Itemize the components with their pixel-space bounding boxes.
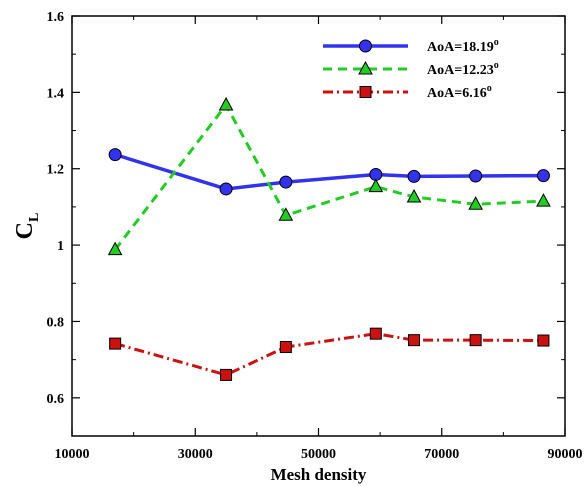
data-point-square xyxy=(109,337,122,350)
data-point-circle xyxy=(219,182,233,196)
axis-tick-labels: 10000 30000 50000 70000 90000 0.6 0.8 1 1.2 1.4 1.… xyxy=(47,10,583,462)
legend-marker-circle xyxy=(359,39,372,53)
series-2 xyxy=(107,96,551,256)
y-axis-title-main: C xyxy=(12,222,38,239)
plot-frame xyxy=(71,15,566,437)
y-axis-title: CL xyxy=(12,213,42,240)
legend-label-superscript: o xyxy=(494,60,499,71)
legend-label: AoA=6.16o xyxy=(427,83,492,101)
legend-label: AoA=12.23o xyxy=(427,60,499,78)
legend-label: AoA=18.19o xyxy=(427,37,499,55)
x-tick-label: 50000 xyxy=(301,447,336,462)
data-point-circle xyxy=(108,148,122,162)
series-1 xyxy=(108,148,550,196)
legend-item: AoA=18.19o xyxy=(323,37,499,55)
legend-item: AoA=12.23o xyxy=(323,60,499,78)
y-tick-label: 1.4 xyxy=(47,86,65,101)
series-3 xyxy=(109,327,550,381)
x-tick-label: 70000 xyxy=(424,447,459,462)
y-tick-label: 1.6 xyxy=(47,10,65,25)
series-layer xyxy=(107,96,551,381)
legend-marker-triangle xyxy=(358,60,373,75)
legend-label-text: AoA=18.19 xyxy=(427,40,494,55)
data-point-circle xyxy=(407,169,421,183)
y-tick-label: 0.8 xyxy=(47,315,65,330)
legend-marker-square xyxy=(359,86,372,98)
data-point-triangle xyxy=(536,193,551,207)
legend-label-superscript: o xyxy=(494,37,499,48)
data-point-circle xyxy=(279,175,293,189)
data-point-triangle xyxy=(218,96,234,111)
legend-label-text: AoA=6.16 xyxy=(427,86,487,101)
data-point-triangle xyxy=(368,178,384,193)
data-point-square xyxy=(369,327,382,340)
y-tick-label: 1.2 xyxy=(47,163,65,178)
data-point-square xyxy=(279,341,292,354)
y-tick-label: 1 xyxy=(57,239,64,254)
data-point-square xyxy=(220,368,233,381)
data-point-square xyxy=(469,334,482,347)
data-point-triangle xyxy=(406,188,422,203)
data-point-triangle xyxy=(107,241,123,256)
legend-item: AoA=6.16o xyxy=(323,83,492,101)
data-point-circle xyxy=(536,169,550,183)
x-tick-label: 10000 xyxy=(55,447,90,462)
data-point-triangle xyxy=(278,207,294,221)
axis-ticks xyxy=(71,15,566,436)
legend-label-superscript: o xyxy=(487,83,492,94)
y-axis-title-subscript: L xyxy=(27,213,42,222)
y-tick-label: 0.6 xyxy=(47,392,65,407)
data-point-square xyxy=(537,334,550,347)
data-point-triangle xyxy=(468,196,483,210)
data-point-square xyxy=(408,334,421,347)
x-tick-label: 30000 xyxy=(178,447,213,462)
x-axis-title: Mesh density xyxy=(271,465,367,484)
x-tick-label: 90000 xyxy=(548,447,583,462)
legend-label-text: AoA=12.23 xyxy=(427,63,494,78)
data-point-circle xyxy=(469,169,483,183)
